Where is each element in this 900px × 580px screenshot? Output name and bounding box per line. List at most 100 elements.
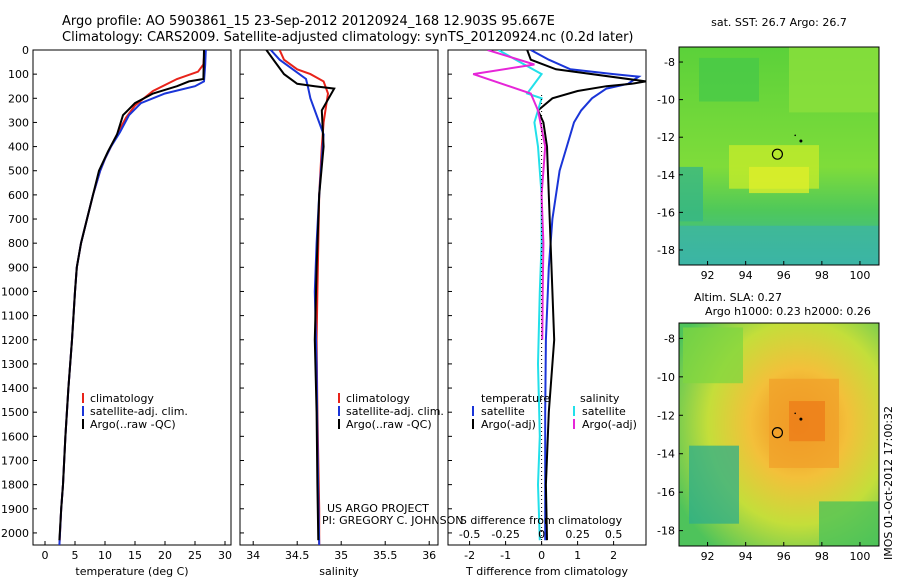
legend-label: Argo(..raw -QC) <box>346 418 432 431</box>
map-x-tick-label: 96 <box>777 269 791 282</box>
x-tick-label: 35 <box>334 549 348 562</box>
series-line-temperature-argo-adj- <box>526 50 646 541</box>
s-tick-label: 0.5 <box>605 528 623 541</box>
legend-label: satellite <box>582 405 626 418</box>
y-tick-label: 600 <box>8 189 29 202</box>
map-x-tick-label: 92 <box>701 269 715 282</box>
map-patch <box>679 225 879 265</box>
x-tick-label: 25 <box>188 549 202 562</box>
y-tick-label: 1000 <box>1 285 29 298</box>
map-patch <box>689 445 739 524</box>
map-x-tick-label: 92 <box>701 550 715 563</box>
s-tick-label: 0.25 <box>565 528 590 541</box>
x-tick-label: 0 <box>42 549 49 562</box>
y-tick-label: 700 <box>8 213 29 226</box>
map-y-tick-label: -10 <box>657 94 675 107</box>
x-tick-label: 10 <box>98 549 112 562</box>
sla-map-title-1: Altim. SLA: 0.27 <box>694 291 782 304</box>
timestamp-stamp: IMOS 01-Oct-2012 17:00:32 <box>882 405 895 560</box>
map-patch <box>819 501 879 546</box>
x-tick-label: 20 <box>158 549 172 562</box>
x-tick-label: 1 <box>574 549 581 562</box>
legend-label: Argo(-adj) <box>481 418 536 431</box>
track-dot <box>794 134 796 137</box>
series-line-salinity-satellite <box>497 50 544 541</box>
x-tick-label: -1 <box>500 549 511 562</box>
title-line-2: Climatology: CARS2009. Satellite-adjuste… <box>62 30 634 45</box>
legend-title-salinity: salinity <box>580 392 620 405</box>
x-tick-label: 35.5 <box>373 549 398 562</box>
map-frame <box>678 322 880 547</box>
legend-label: climatology <box>90 392 154 405</box>
legend-label: satellite-adj. clim. <box>346 405 444 418</box>
legend-label: satellite-adj. clim. <box>90 405 188 418</box>
legend-label: climatology <box>346 392 410 405</box>
x-tick-label: 0 <box>538 549 545 562</box>
y-tick-label: 200 <box>8 92 29 105</box>
map-patch <box>683 327 743 384</box>
map-y-tick-label: -14 <box>657 448 675 461</box>
map-y-tick-label: -8 <box>664 56 675 69</box>
y-tick-label: 2000 <box>1 527 29 540</box>
track-dot <box>799 139 803 143</box>
y-tick-label: 900 <box>8 261 29 274</box>
map-patch <box>749 166 809 194</box>
sst-map-title: sat. SST: 26.7 Argo: 26.7 <box>711 16 847 29</box>
panel-frame <box>447 49 647 546</box>
series-line-climatology <box>58 50 206 545</box>
credit-line-2: PI: GREGORY C. JOHNSON <box>322 514 464 527</box>
map-y-tick-label: -16 <box>657 486 675 499</box>
s-tick-label: -0.5 <box>459 528 480 541</box>
legend-label: Argo(..raw -QC) <box>90 418 176 431</box>
x-tick-label: 2 <box>610 549 617 562</box>
y-tick-label: 1400 <box>1 382 29 395</box>
x-tick-label: 34.5 <box>285 549 310 562</box>
map-patch <box>789 47 879 113</box>
panel-frame <box>32 49 232 546</box>
panel-frame <box>239 49 439 546</box>
map-x-tick-label: 96 <box>777 550 791 563</box>
sla-map-title-2: Argo h1000: 0.23 h2000: 0.26 <box>705 305 871 318</box>
series-line-argo-raw-qc- <box>265 50 336 541</box>
track-dot <box>799 417 803 421</box>
x-tick-label: 30 <box>218 549 232 562</box>
title-line-1: Argo profile: AO 5903861_15 23-Sep-2012 … <box>62 14 555 29</box>
map-x-tick-label: 94 <box>739 550 753 563</box>
series-line-salinity-argo-adj- <box>472 50 547 340</box>
difference-panel: -2 -1 0 1 2 T difference from climatology -0.5… <box>447 49 647 578</box>
legend-label: satellite <box>481 405 525 418</box>
x-tick-label: 15 <box>128 549 142 562</box>
legend-label: Argo(-adj) <box>582 418 637 431</box>
map-y-tick-label: -8 <box>664 332 675 345</box>
y-tick-label: 800 <box>8 237 29 250</box>
series-line-satellite-adj-clim- <box>58 50 207 545</box>
map-x-tick-label: 100 <box>849 550 870 563</box>
x-axis-label: salinity <box>319 565 359 578</box>
y-tick-label: 1500 <box>1 406 29 419</box>
map-y-tick-label: -10 <box>657 371 675 384</box>
salinity-panel: 34 34.5 35 35.5 36 salinity climatologysatelli… <box>239 49 444 578</box>
map-x-tick-label: 98 <box>815 550 829 563</box>
y-tick-label: 500 <box>8 165 29 178</box>
temperature-panel: 0 5 10 15 20 25 30 temperature (deg C) 0 100 200 30… <box>1 44 232 578</box>
series-group <box>265 50 336 545</box>
map-patch <box>789 401 825 442</box>
x-axis-label: T difference from climatology <box>465 565 628 578</box>
legend-title-temperature: temperature <box>481 392 550 405</box>
y-tick-label: 100 <box>8 68 29 81</box>
map-y-tick-label: -16 <box>657 206 675 219</box>
map-y-tick-label: -12 <box>657 131 675 144</box>
x-tick-label: -2 <box>464 549 475 562</box>
float-position-marker <box>771 427 784 439</box>
s-tick-label: 0 <box>538 528 545 541</box>
y-tick-label: 300 <box>8 116 29 129</box>
map-y-tick-label: -18 <box>657 244 675 257</box>
sla-map: 92 94 96 98 100 -8 -10 -12 -14 -16 -18 Altim. SLA: … <box>657 291 880 563</box>
map-x-tick-label: 94 <box>739 269 753 282</box>
x-tick-label: 34 <box>246 549 260 562</box>
map-x-tick-label: 98 <box>815 269 829 282</box>
map-frame <box>678 46 880 266</box>
map-y-tick-label: -14 <box>657 169 675 182</box>
map-patch <box>699 57 759 102</box>
